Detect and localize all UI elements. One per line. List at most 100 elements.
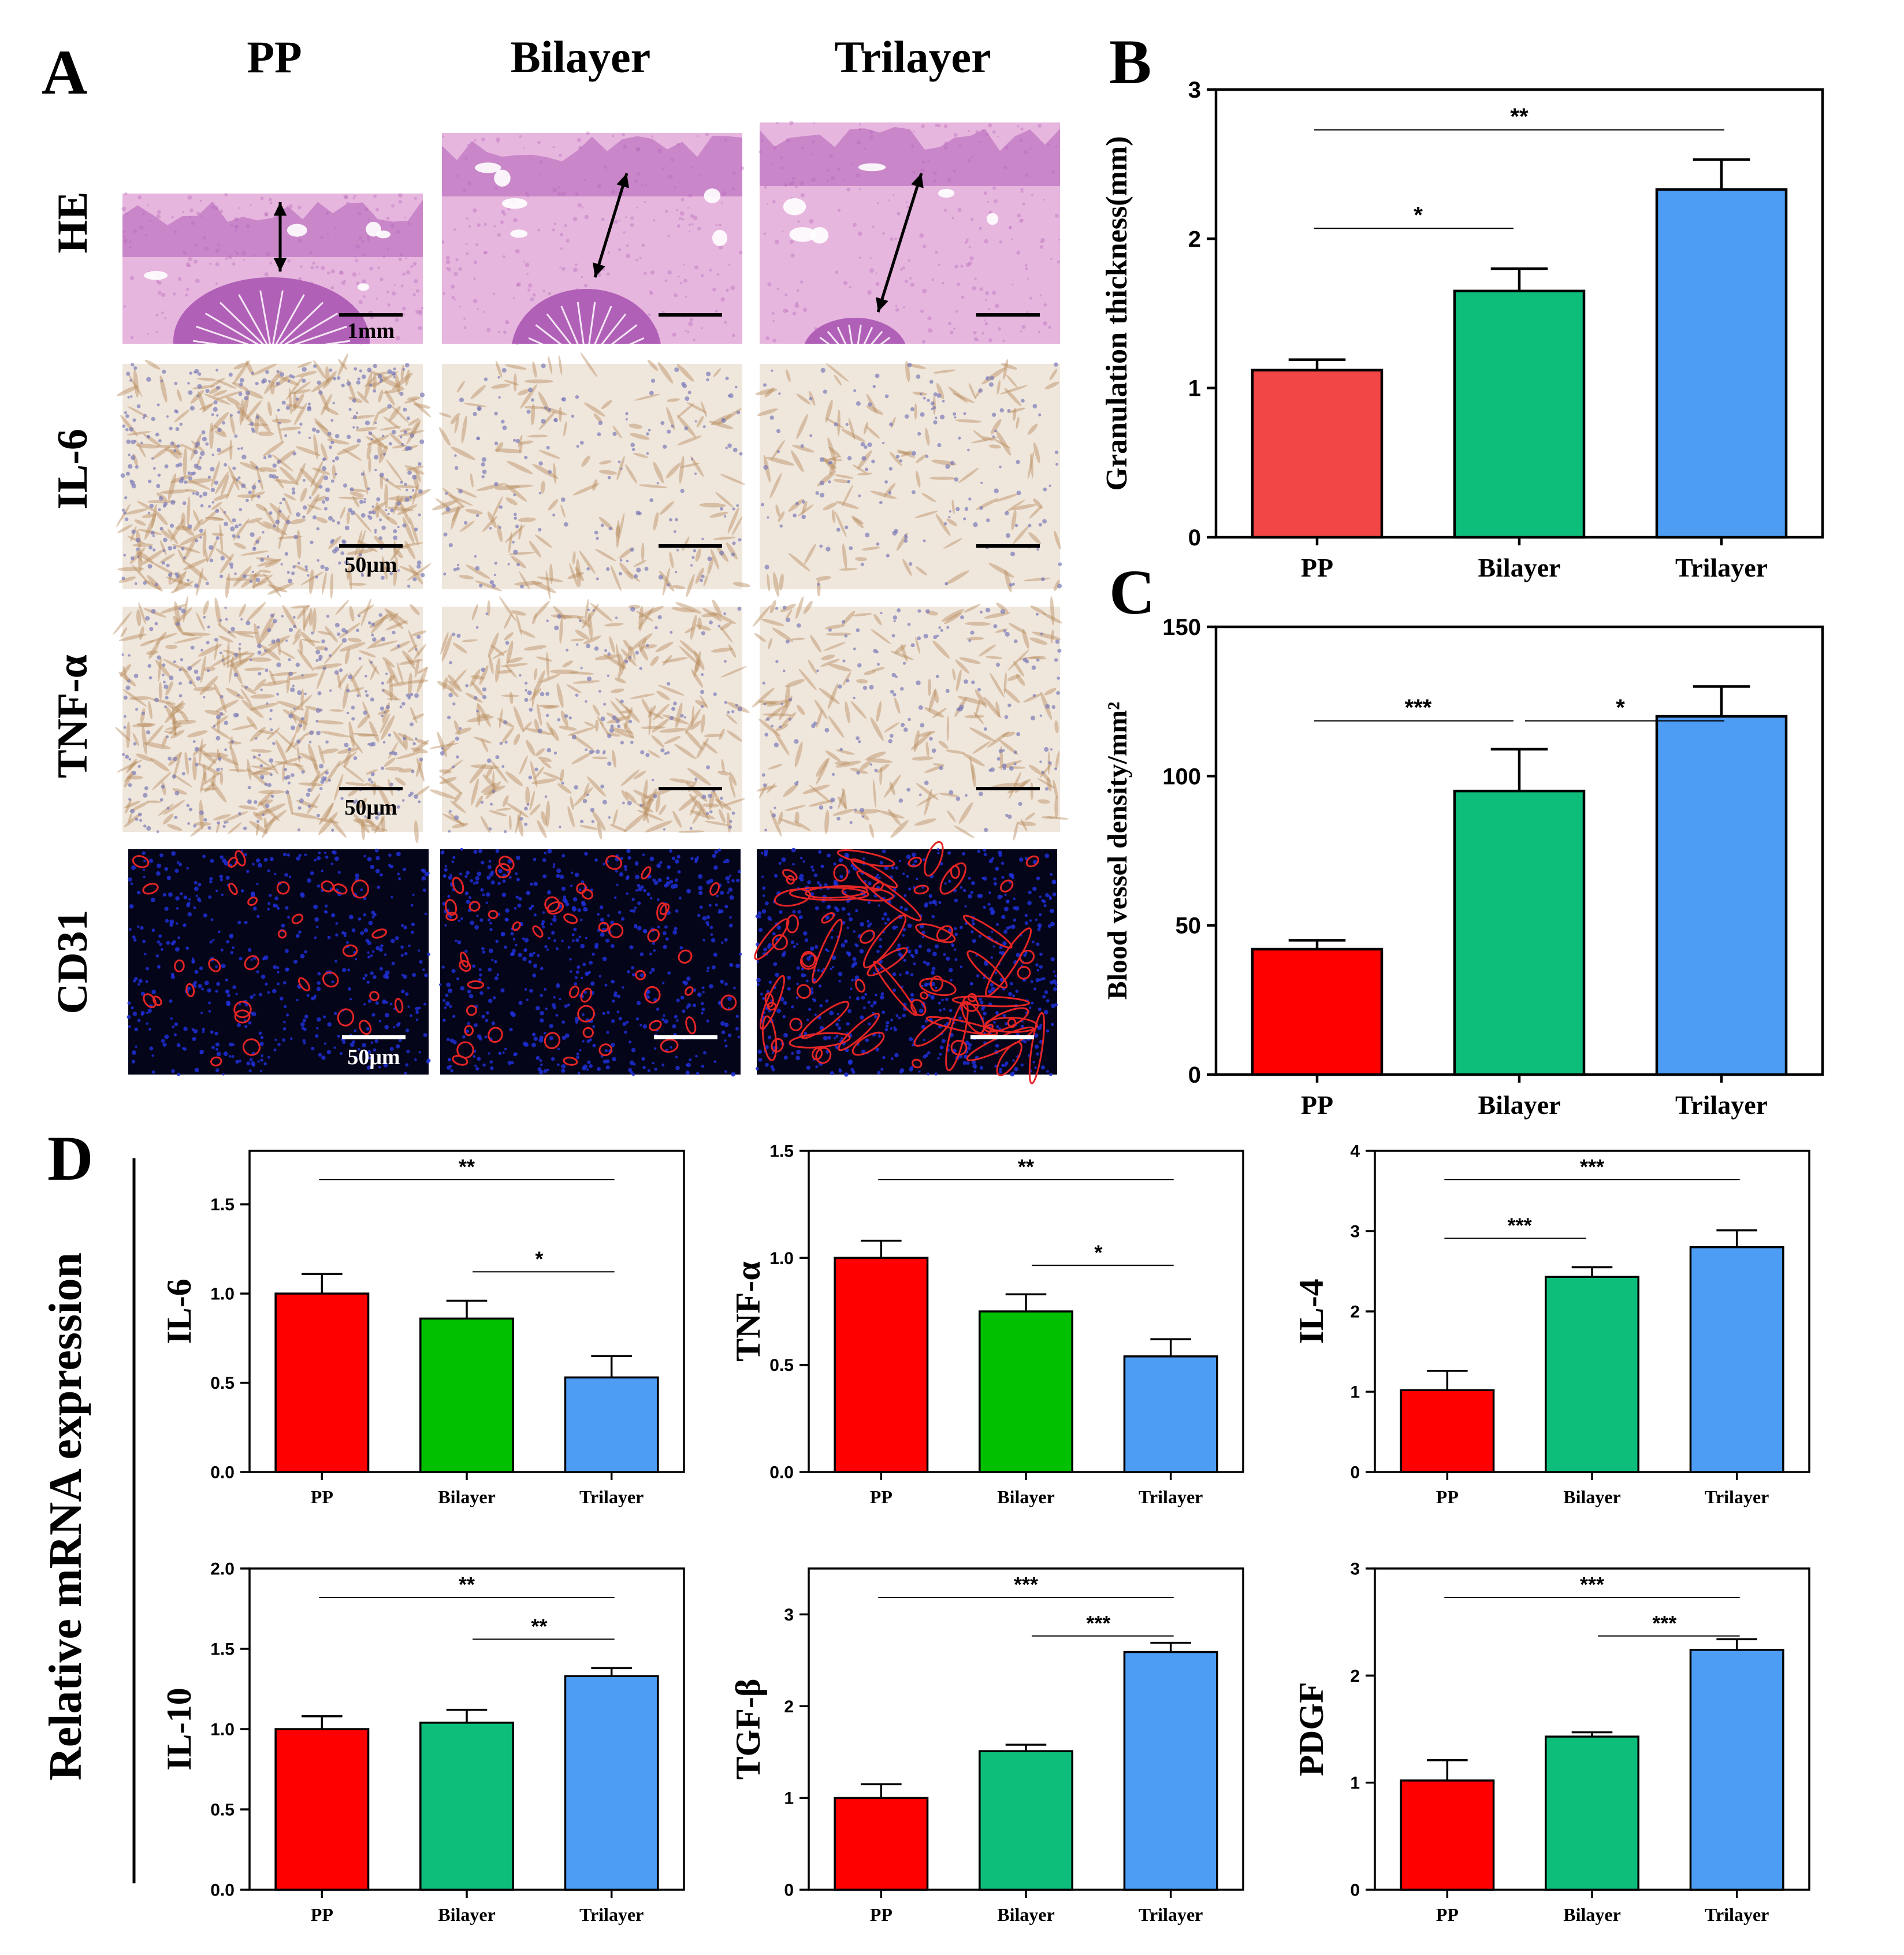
- ihc-micrograph-tnf-bilayer: [429, 596, 750, 839]
- y-tick-label: 1.0: [769, 1249, 794, 1268]
- chart-il4: 0 1 2 3 4 PP Bilayer Trilayer *** *** IL-4: [1292, 1142, 1810, 1507]
- bar-pp: [274, 1728, 370, 1891]
- ihc-scale-bar: [339, 544, 403, 548]
- y-tick-label: 3: [1350, 1560, 1360, 1579]
- significance-label: ***: [1652, 1611, 1676, 1635]
- significance-label: ***: [1580, 1155, 1604, 1179]
- y-tick-label: 3: [1188, 77, 1201, 103]
- y-tick-label: 3: [784, 1605, 794, 1625]
- category-label-pp: PP: [1436, 1486, 1459, 1507]
- y-tick-label: 0.0: [210, 1463, 235, 1482]
- y-axis-label: PDGF: [1292, 1682, 1330, 1776]
- category-label-pp: PP: [870, 1904, 892, 1925]
- ihc-micrograph-tnf-pp: 50μm: [113, 596, 430, 843]
- category-label-bilayer: Bilayer: [1563, 1486, 1621, 1507]
- bar-trilayer: [1689, 1246, 1784, 1473]
- row-label-he: HE: [49, 192, 96, 254]
- significance-label: *: [1414, 202, 1423, 228]
- significance-label: ***: [1508, 1214, 1532, 1237]
- bar-bilayer: [419, 1722, 514, 1891]
- ihc-scale-bar: [976, 787, 1040, 790]
- y-tick-label: 0.0: [769, 1463, 794, 1482]
- category-label-trilayer: Trilayer: [1675, 1090, 1768, 1120]
- significance-label: **: [1018, 1155, 1034, 1179]
- panel-letter-a: A: [42, 37, 88, 107]
- category-label-pp: PP: [311, 1904, 333, 1925]
- chart-pdgf: 0 1 2 3 PP Bilayer Trilayer *** *** PDGF: [1292, 1560, 1810, 1925]
- category-label-trilayer: Trilayer: [579, 1904, 644, 1925]
- chart-tgf: 0 1 2 3 PP Bilayer Trilayer *** *** TGF-β: [729, 1567, 1244, 1925]
- bar-pp: [1251, 947, 1384, 1076]
- panel-letter-b: B: [1109, 27, 1152, 97]
- y-axis-label: Blood vessel density/mm²: [1102, 702, 1133, 1000]
- y-tick-label: 0: [1188, 1062, 1201, 1088]
- bar-trilayer: [1123, 1651, 1218, 1891]
- bar-pp: [834, 1257, 929, 1473]
- significance-label: ***: [1014, 1573, 1038, 1596]
- y-tick-label: 1: [784, 1789, 794, 1808]
- panel-d-side-label: Relative mRNA expression: [40, 1252, 91, 1781]
- he-micrograph-pp: 1mm: [121, 192, 424, 345]
- panel-letter-c: C: [1109, 557, 1155, 627]
- cd31-scale-bar: [342, 1035, 406, 1039]
- ihc-scale-bar: [976, 544, 1040, 548]
- category-label-trilayer: Trilayer: [1139, 1904, 1203, 1925]
- category-label-pp: PP: [1301, 553, 1333, 582]
- y-tick-label: 100: [1162, 764, 1201, 789]
- y-tick-label: 1.0: [210, 1720, 235, 1740]
- y-axis-label: IL-10: [160, 1688, 198, 1770]
- column-header-pp: PP: [247, 32, 302, 82]
- ihc-scale-bar: [659, 787, 722, 790]
- y-tick-label: 0.5: [769, 1356, 794, 1375]
- y-tick-label: 2: [1350, 1667, 1360, 1686]
- bar-bilayer: [1545, 1276, 1639, 1473]
- significance-label: *: [1616, 695, 1625, 720]
- y-tick-label: 0.0: [210, 1881, 235, 1900]
- category-label-pp: PP: [1301, 1090, 1333, 1120]
- bar-pp: [1400, 1779, 1495, 1891]
- category-label-bilayer: Bilayer: [438, 1904, 496, 1925]
- bar-bilayer: [979, 1310, 1073, 1473]
- bar-bilayer: [419, 1317, 514, 1473]
- ihc-micrograph-il6-trilayer: [755, 359, 1062, 597]
- cd31-scale-bar: [654, 1035, 717, 1039]
- significance-label: ***: [1086, 1611, 1110, 1635]
- he-scale-bar: [659, 313, 722, 317]
- category-label-trilayer: Trilayer: [1139, 1486, 1203, 1507]
- bar-bilayer: [1453, 789, 1586, 1076]
- y-tick-label: 1: [1350, 1774, 1360, 1793]
- cd31-micrograph-trilayer: [754, 841, 1058, 1084]
- y-tick-label: 1.5: [769, 1142, 794, 1161]
- ihc-micrograph-il6-bilayer: [432, 352, 750, 600]
- micrograph-grid: PP Bilayer Trilayer HE IL-6 TNF-α CD31 1mm 50μm 5…: [49, 32, 1069, 1084]
- bar-bilayer: [1453, 289, 1586, 539]
- significance-label: ***: [1580, 1573, 1604, 1596]
- y-tick-label: 1: [1350, 1383, 1360, 1402]
- bar-trilayer: [1655, 715, 1788, 1076]
- category-label-pp: PP: [1436, 1904, 1459, 1925]
- y-axis-label: IL-6: [160, 1278, 198, 1344]
- significance-label: **: [1510, 104, 1529, 129]
- category-label-trilayer: Trilayer: [1705, 1904, 1769, 1925]
- row-label-tnf: TNF-α: [49, 655, 96, 778]
- y-tick-label: 0: [784, 1881, 794, 1900]
- bar-pp: [1400, 1389, 1495, 1473]
- bar-bilayer: [979, 1750, 1073, 1891]
- y-tick-label: 0.5: [210, 1801, 235, 1820]
- chart-tnf: 0.00.51.01.5PP Bilayer Trilayer***TNF-α: [729, 1142, 1244, 1507]
- ihc-micrograph-tnf-trilayer: [752, 596, 1069, 841]
- significance-label: *: [1094, 1240, 1102, 1264]
- category-label-bilayer: Bilayer: [997, 1904, 1055, 1925]
- row-label-cd31: CD31: [49, 910, 96, 1014]
- bar-trilayer: [1655, 188, 1788, 539]
- category-label-bilayer: Bilayer: [1563, 1904, 1621, 1925]
- y-tick-label: 1.5: [210, 1640, 235, 1659]
- he-micrograph-bilayer: [441, 131, 745, 345]
- he-scale-bar: [976, 313, 1040, 317]
- category-label-bilayer: Bilayer: [1478, 1090, 1560, 1120]
- y-tick-label: 2: [784, 1697, 794, 1716]
- cd31-scale-bar: [970, 1035, 1034, 1039]
